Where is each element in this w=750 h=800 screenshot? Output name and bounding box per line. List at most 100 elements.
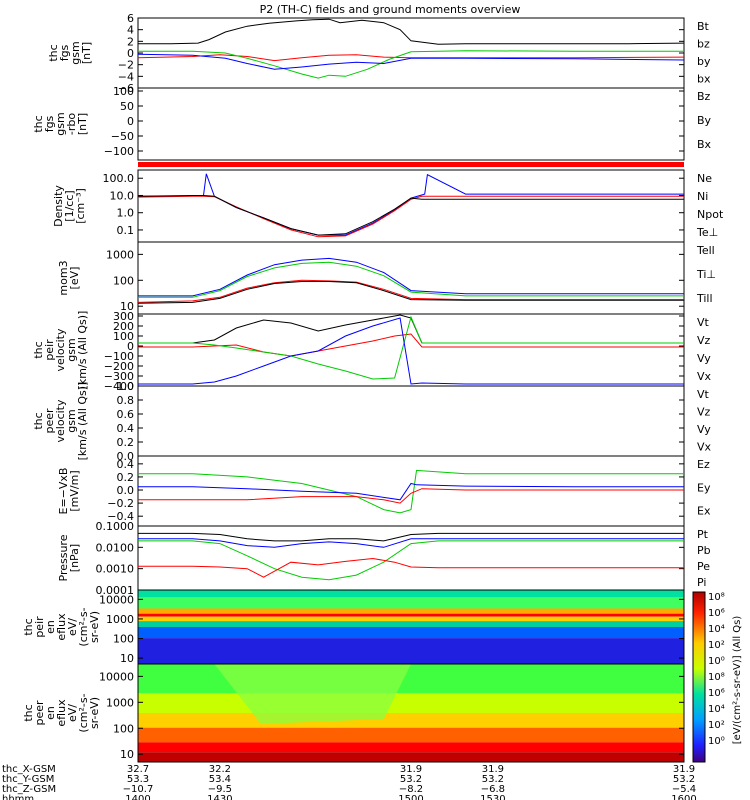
legend-Vz: Vz <box>697 334 711 347</box>
y-axis-label: E=−VxB[mV/m] <box>57 468 81 515</box>
y-tick-label: 1000 <box>106 696 134 709</box>
legend-Ni: Ni <box>697 190 708 203</box>
legend-Vt: Vt <box>697 316 710 329</box>
colorbar-tick: 10⁰ <box>708 736 725 747</box>
x-axis-value: 53.2 <box>673 774 695 785</box>
x-axis-row-label: thc_X-GSM <box>2 764 56 775</box>
panel-frame <box>137 663 685 763</box>
y-tick-label: −200 <box>104 360 134 373</box>
x-axis-value: 32.2 <box>209 764 231 775</box>
series-Npot <box>138 173 684 236</box>
y-tick-label: 0.6 <box>117 408 135 421</box>
y-tick-label: 10 <box>120 748 134 761</box>
y-tick-label: 4 <box>127 24 134 37</box>
y-axis-label-line: [mV/m] <box>68 470 81 511</box>
y-tick-label: 100 <box>113 633 134 646</box>
x-axis-value: 32.7 <box>127 764 149 775</box>
y-axis-label: thcfgsgsm-rbo[nT] <box>32 112 89 135</box>
y-tick-label: 1.0 <box>117 207 135 220</box>
series-Pe <box>138 540 684 581</box>
y-tick-label: −300 <box>104 370 134 383</box>
y-tick-label: −100 <box>104 350 134 363</box>
series-Ez <box>138 488 684 504</box>
colorbar-tick: 10⁴ <box>708 624 725 635</box>
y-axis-label-line: [nT] <box>76 113 89 135</box>
y-axis-label-line: thc <box>22 704 35 721</box>
x-axis-row-label: thc_Z-GSM <box>2 784 56 795</box>
spectrogram-band <box>138 727 684 743</box>
series-Pb <box>138 557 684 578</box>
y-axis-label: thcpeerenefluxeV/(cm²-s-sr-eV) <box>22 693 101 732</box>
x-axis-value: 1430 <box>207 794 232 800</box>
spectrogram-band <box>138 608 684 614</box>
panel-frame <box>137 87 685 161</box>
y-axis-label-line: Pressure <box>57 534 70 581</box>
x-axis-value: 1600 <box>671 794 696 800</box>
legend-bx: bx <box>697 73 711 86</box>
y-axis-label-line: -rbo <box>65 113 78 135</box>
spectrogram-band <box>138 590 684 598</box>
legend-Vy: Vy <box>697 423 711 436</box>
y-axis-label-line: peer <box>43 408 56 434</box>
panel-frame <box>137 169 685 243</box>
colorbar <box>692 591 706 763</box>
y-tick-label: 300 <box>113 310 134 323</box>
y-tick-label: 0.0001 <box>96 584 135 597</box>
series-bz <box>137 54 685 62</box>
y-tick-label: 0 <box>127 115 134 128</box>
y-tick-label: 0.8 <box>117 394 135 407</box>
y-tick-label: 0.2 <box>117 436 135 449</box>
y-axis-label-line: en <box>44 706 57 720</box>
y-axis-label: thcpeervelocitygsm[km/s (All Qs)] <box>32 382 89 461</box>
y-axis-label-line: eflux <box>55 613 68 641</box>
legend-By: By <box>697 114 712 127</box>
y-axis-label-line: peir <box>43 339 56 361</box>
series-Ni <box>137 195 684 236</box>
colorbar-tick: 10⁸ <box>708 592 725 603</box>
y-tick-label: 10000 <box>99 670 134 683</box>
y-axis-label-line: thc <box>47 44 60 61</box>
panel-efield: 0.40.20.0−0.2−0.4 E=−VxB[mV/m] Ez Ey Ex <box>57 455 711 527</box>
x-axis-value: −8.2 <box>399 784 423 795</box>
x-axis-row-label: thc_Y-GSM <box>2 774 54 785</box>
y-axis-label: Density[1/cc][cm⁻³] <box>52 185 87 227</box>
legend-Ti⊥: Ti⊥ <box>696 268 716 281</box>
y-tick-label: 0.0100 <box>96 541 135 554</box>
y-axis-label-line: peir <box>33 616 46 638</box>
colorbar-tick: 10² <box>708 640 725 651</box>
x-axis-value: 31.9 <box>400 764 422 775</box>
legend-Vx: Vx <box>697 441 712 454</box>
series-by <box>138 50 684 79</box>
panel-fgs-rbo: 100 50 0 −50 −100 thcfgsgsm-rbo[nT] Bz By Bx <box>32 85 712 161</box>
y-axis-label-line: (cm²-s- <box>77 607 90 646</box>
legend-Tell: Tell <box>696 244 715 257</box>
series-Ti⊥ <box>138 257 684 297</box>
mode-bar <box>138 162 684 167</box>
spectrogram-band <box>138 616 684 622</box>
y-axis-label-line: eflux <box>55 699 68 727</box>
y-axis-label-line: [km/s (All Qs)] <box>76 382 89 461</box>
spectrogram-band <box>138 752 684 762</box>
y-axis-label-line: [cm⁻³] <box>74 188 87 224</box>
y-tick-label: 10 <box>120 300 134 313</box>
series-Tell <box>137 281 684 304</box>
y-axis-label-line: eV/ <box>66 704 79 722</box>
x-axis-value: 1400 <box>125 794 150 800</box>
spectrogram-dip <box>214 664 411 724</box>
y-axis-label-line: eV/ <box>66 618 79 636</box>
y-tick-label: 100.0 <box>103 172 135 185</box>
series-Ne <box>137 195 684 238</box>
colorbar-tick: 10⁸ <box>708 672 725 683</box>
y-tick-label: 1.0 <box>117 380 135 393</box>
panel-peer-spec: 10000 1000 100 10 thcpeerenefluxeV/(cm²-s-sr… <box>22 663 685 763</box>
colorbar-tick: 10² <box>708 720 725 731</box>
series-Te⊥ <box>137 279 684 303</box>
legend-Pb: Pb <box>697 544 711 557</box>
chart-title: P2 (TH-C) fields and ground moments over… <box>260 3 521 16</box>
y-tick-label: −0.4 <box>107 510 134 523</box>
series-Bt <box>138 18 685 45</box>
y-axis-label-line: gsm <box>65 338 78 361</box>
y-axis-label-line: [nT] <box>80 42 93 64</box>
y-tick-label: 100 <box>113 330 134 343</box>
y-axis-label: thcpeirenefluxeV/(cm²-s-sr-eV) <box>22 607 101 646</box>
